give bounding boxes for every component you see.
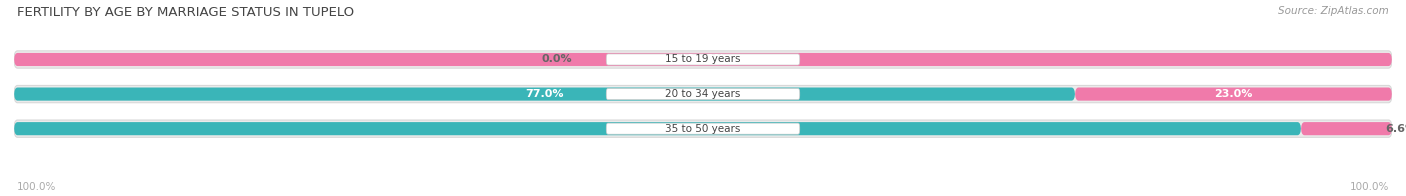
FancyBboxPatch shape — [1076, 87, 1392, 101]
FancyBboxPatch shape — [606, 123, 800, 134]
FancyBboxPatch shape — [14, 51, 1392, 68]
Text: 15 to 19 years: 15 to 19 years — [665, 54, 741, 64]
Text: 100.0%: 100.0% — [1350, 182, 1389, 192]
Text: 35 to 50 years: 35 to 50 years — [665, 124, 741, 134]
Legend: Married, Unmarried: Married, Unmarried — [630, 193, 776, 196]
FancyBboxPatch shape — [14, 85, 1392, 103]
FancyBboxPatch shape — [14, 87, 1076, 101]
Text: 77.0%: 77.0% — [526, 89, 564, 99]
FancyBboxPatch shape — [14, 120, 1392, 137]
Text: 93.4%: 93.4% — [638, 124, 676, 134]
Text: Source: ZipAtlas.com: Source: ZipAtlas.com — [1278, 6, 1389, 16]
FancyBboxPatch shape — [606, 54, 800, 65]
FancyBboxPatch shape — [1301, 122, 1392, 135]
Text: 0.0%: 0.0% — [541, 54, 572, 64]
Text: 100.0%: 100.0% — [17, 182, 56, 192]
Text: 23.0%: 23.0% — [1215, 89, 1253, 99]
FancyBboxPatch shape — [14, 122, 1301, 135]
FancyBboxPatch shape — [14, 53, 1392, 66]
Text: 20 to 34 years: 20 to 34 years — [665, 89, 741, 99]
Text: 6.6%: 6.6% — [1385, 124, 1406, 134]
Text: FERTILITY BY AGE BY MARRIAGE STATUS IN TUPELO: FERTILITY BY AGE BY MARRIAGE STATUS IN T… — [17, 6, 354, 19]
FancyBboxPatch shape — [606, 89, 800, 100]
Text: 100.0%: 100.0% — [681, 54, 725, 64]
